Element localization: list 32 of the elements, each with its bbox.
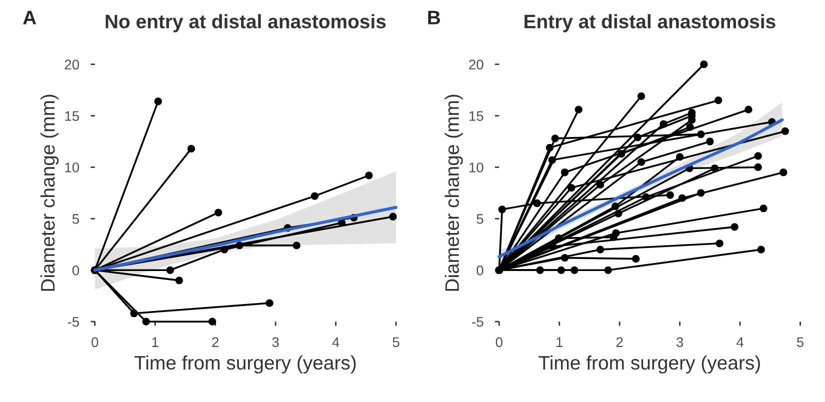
y-tick-label: 10 bbox=[469, 162, 484, 172]
y-tick-label: 20 bbox=[469, 60, 484, 70]
y-tick-label: 0 bbox=[72, 265, 80, 276]
text: B bbox=[428, 10, 440, 24]
y-tick-label: 0 bbox=[476, 265, 484, 276]
y-tick-label: -5 bbox=[68, 317, 80, 327]
x-tick-label: 3 bbox=[676, 337, 684, 348]
y-tick-label: 15 bbox=[469, 111, 484, 121]
text: A bbox=[23, 10, 36, 24]
y-axis-title: Diameter change (mm) bbox=[444, 94, 463, 291]
x-tick-label: 4 bbox=[332, 337, 340, 347]
y-tick-label: 10 bbox=[65, 162, 80, 172]
chart-title: Entry at distal anastomosis bbox=[524, 14, 776, 32]
x-tick-label: 5 bbox=[796, 337, 804, 348]
chart-title: No entry at distal anastomosis bbox=[106, 14, 386, 32]
x-tick-label: 1 bbox=[152, 337, 158, 347]
y-tick-label: 15 bbox=[65, 111, 80, 121]
x-tick-label: 1 bbox=[556, 337, 563, 347]
y-tick-label: -5 bbox=[472, 317, 484, 327]
x-tick-label: 0 bbox=[496, 337, 502, 348]
x-axis-title: Time from surgery (years) bbox=[538, 355, 760, 374]
x-tick-label: 3 bbox=[272, 337, 279, 348]
x-tick-label: 2 bbox=[212, 337, 218, 347]
x-axis-title: Time from surgery (years) bbox=[134, 355, 356, 374]
x-tick-label: 5 bbox=[392, 337, 400, 348]
y-tick-label: 5 bbox=[476, 214, 484, 224]
y-tick-label: 20 bbox=[64, 60, 80, 70]
x-tick-label: 4 bbox=[736, 337, 744, 347]
x-tick-label: 0 bbox=[92, 337, 98, 348]
y-axis-title: Diameter change (mm) bbox=[40, 94, 59, 291]
x-tick-label: 2 bbox=[616, 337, 623, 347]
y-tick-label: 5 bbox=[72, 214, 80, 224]
